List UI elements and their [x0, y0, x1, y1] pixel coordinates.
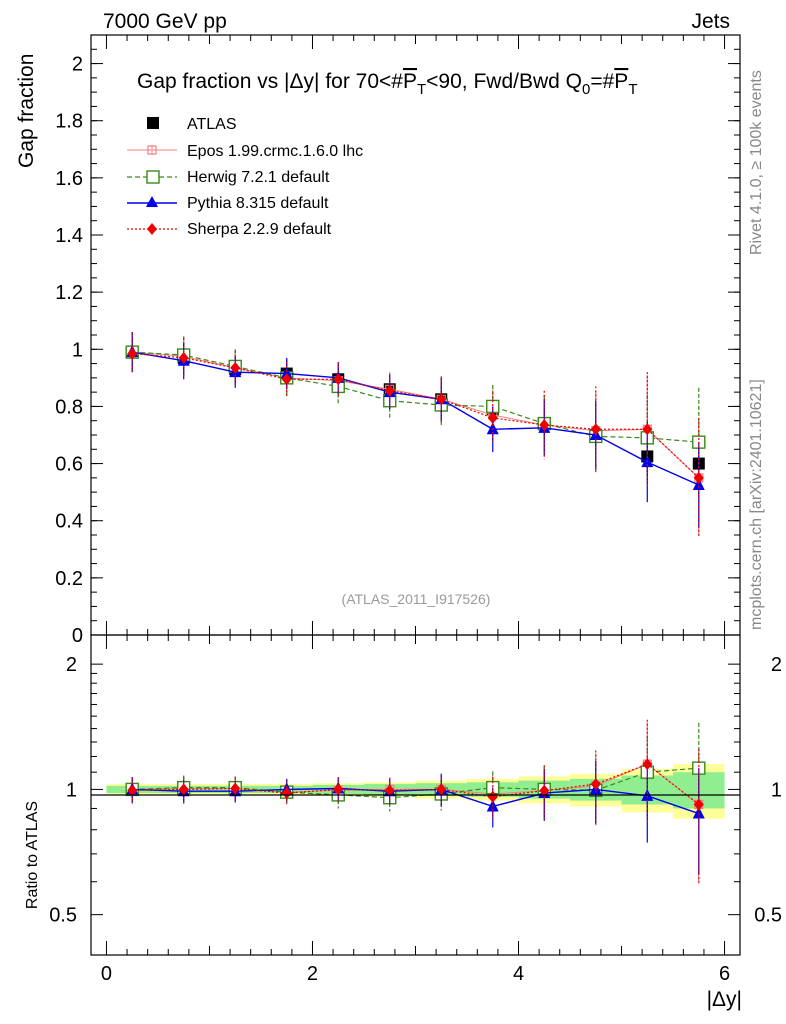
legend-marker-herwig: [146, 170, 160, 184]
ratio-point-sherpa: [590, 778, 601, 791]
ratio-ytick-label-right: 1: [771, 779, 782, 801]
main-ytick-label: 0.6: [55, 454, 83, 476]
mcplots-label: mcplots.cern.ch [arXiv:2401.10621]: [748, 379, 765, 630]
main-line-sherpa: [132, 352, 700, 479]
main-point-pythia: [280, 366, 293, 379]
analysis-reference: (ATLAS_2011_I917526): [342, 591, 491, 607]
ratio-point-sherpa: [178, 783, 189, 796]
main-ytick-label: 0.4: [55, 511, 83, 533]
main-ytick-label: 1.4: [55, 225, 83, 247]
main-y-axis-title: Gap fraction: [15, 54, 38, 168]
ratio-series-sherpa: [127, 719, 704, 885]
ratio-point-sherpa: [693, 798, 704, 811]
plot-title: Gap fraction vs |Δy| for 70<#PT<90, Fwd/…: [137, 70, 637, 98]
ratio-point-sherpa: [281, 787, 292, 800]
rivet-version-label: Rivet 4.1.0, ≥ 100k events: [748, 70, 765, 255]
main-series-sherpa: [127, 333, 704, 538]
main-point-sherpa: [333, 373, 344, 386]
xtick-label: 4: [513, 963, 524, 985]
x-axis-title: |Δy|: [707, 988, 742, 1011]
main-point-sherpa: [590, 423, 601, 436]
main-point-sherpa: [127, 347, 138, 360]
xtick-label: 6: [719, 963, 730, 985]
legend: ATLAS Epos 1.99.crmc.1.6.0 lhc Herwig 7.…: [127, 116, 363, 238]
main-ytick-label: 2: [72, 54, 83, 76]
ratio-line-herwig: [132, 767, 699, 799]
main-point-sherpa: [281, 373, 292, 386]
ratio-point-sherpa: [436, 783, 447, 796]
ratio-point-pythia: [692, 806, 705, 819]
main-point-sherpa: [539, 419, 550, 431]
legend-label-pythia: Pythia 8.315 default: [187, 195, 329, 212]
main-ytick-label: 1.6: [55, 168, 83, 190]
ratio-point-sherpa: [127, 784, 138, 797]
legend-label-atlas: ATLAS: [187, 116, 237, 133]
axis-ticks: 0 0.2 0.4 0.6 0.8 1 1.2 1.4 1.6 1.8 2 0 2 4 6 0.5 0.5 1 1 2…: [49, 34, 782, 985]
legend-marker-sherpa: [147, 223, 157, 235]
ratio-point-sherpa: [384, 784, 395, 797]
ratio-point-sherpa: [487, 790, 498, 803]
ratio-line-pythia: [132, 787, 700, 815]
collision-energy-label: 7000 GeV pp: [103, 10, 227, 33]
main-ytick-label: 1: [72, 339, 83, 361]
main-ytick-label: 0.2: [55, 568, 83, 590]
ratio-ytick-label: 2: [66, 654, 77, 676]
ratio-ytick-label-right: 0.5: [754, 905, 782, 927]
main-point-pythia: [692, 478, 705, 490]
ratio-point-sherpa: [642, 758, 653, 771]
ratio-point-sherpa: [230, 782, 241, 795]
main-line-pythia: [132, 351, 700, 486]
ratio-ytick-label-right: 2: [771, 654, 782, 676]
ratio-point-sherpa: [539, 784, 550, 797]
ratio-ytick-label: 0.5: [49, 905, 77, 927]
legend-marker-pythia: [146, 196, 158, 207]
main-ytick-label: 0: [72, 625, 83, 647]
main-point-sherpa: [693, 471, 704, 484]
main-point-sherpa: [384, 384, 395, 397]
ratio-ytick-label: 1: [66, 779, 77, 801]
main-ytick-label: 1.2: [55, 282, 83, 304]
ratio-y-axis-title: Ratio to ATLAS: [24, 801, 41, 909]
xtick-label: 0: [101, 963, 112, 985]
main-line-herwig: [132, 351, 699, 443]
main-point-sherpa: [178, 351, 189, 364]
legend-marker-atlas: [147, 117, 159, 129]
process-label: Jets: [691, 10, 730, 33]
xtick-label: 2: [307, 963, 318, 985]
main-ytick-label: 0.8: [55, 396, 83, 418]
main-line-epos: [132, 351, 700, 479]
main-point-sherpa: [436, 393, 447, 406]
legend-label-herwig: Herwig 7.2.1 default: [187, 169, 330, 186]
legend-label-sherpa: Sherpa 2.2.9 default: [187, 221, 332, 238]
ratio-line-epos: [132, 763, 700, 805]
main-point-sherpa: [642, 423, 653, 436]
data-marks: [125, 332, 706, 885]
main-ytick-label: 1.8: [55, 111, 83, 133]
legend-label-epos: Epos 1.99.crmc.1.6.0 lhc: [187, 143, 363, 160]
main-point-sherpa: [487, 411, 498, 424]
ratio-point-sherpa: [333, 783, 344, 796]
main-point-sherpa: [230, 361, 241, 374]
